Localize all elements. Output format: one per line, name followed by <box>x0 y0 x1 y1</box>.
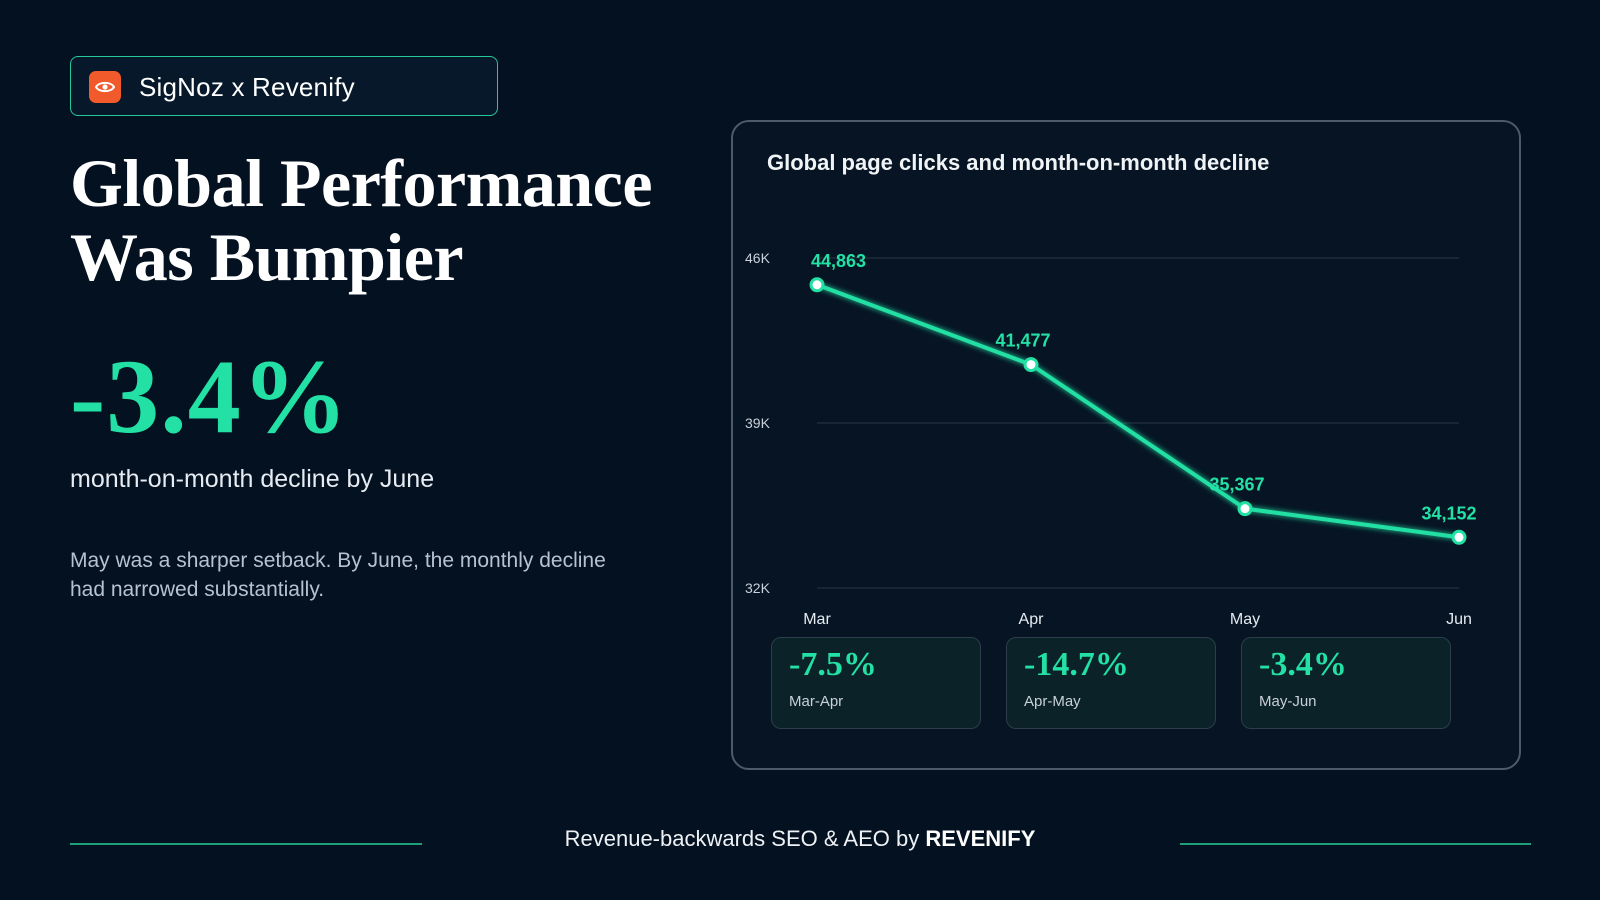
delta-card-mar-apr: -7.5% Mar-Apr <box>771 637 981 729</box>
y-tick-label: 39K <box>745 415 771 431</box>
headline-stat-value: -3.4% <box>70 338 349 455</box>
eye-icon <box>89 71 121 103</box>
line-chart: 46K 39K 32K Mar Apr May Jun 44,863 41,477 35,367… <box>745 250 1477 628</box>
brand-pill: SigNoz x Revenify <box>70 56 498 116</box>
data-point <box>809 277 825 293</box>
y-tick-label: 46K <box>745 250 771 266</box>
delta-label: Mar-Apr <box>789 693 844 710</box>
chart-grid: 46K 39K 32K <box>745 250 1459 596</box>
page-title: Global Performance Was Bumpier <box>70 146 690 294</box>
brand-label: SigNoz x Revenify <box>139 72 355 102</box>
headline-line-1: Global Performance <box>70 145 653 221</box>
chart-series <box>809 277 1467 545</box>
data-label: 34,152 <box>1421 503 1476 523</box>
data-point <box>1237 501 1253 517</box>
data-point <box>1023 357 1039 373</box>
footer-tagline: Revenue-backwards SEO & AEO by <box>564 826 920 851</box>
delta-value: -7.5% <box>789 646 877 683</box>
series-line <box>815 282 1461 540</box>
footer-divider-right <box>1180 843 1531 845</box>
chart-card: Global page clicks and month-on-month de… <box>731 120 1521 770</box>
footer-divider-left <box>70 843 422 845</box>
data-label: 44,863 <box>811 251 866 271</box>
delta-label: Apr-May <box>1024 693 1081 710</box>
x-tick-label: Apr <box>1019 611 1045 628</box>
footer-brand: REVENIFY <box>925 826 1036 851</box>
headline-stat-caption: month-on-month decline by June <box>70 465 435 493</box>
delta-label: May-Jun <box>1259 693 1317 710</box>
data-point <box>1451 529 1467 545</box>
data-label: 41,477 <box>995 331 1050 351</box>
headline-line-2: Was Bumpier <box>70 219 464 295</box>
x-tick-label: Jun <box>1446 611 1472 628</box>
delta-card-may-jun: -3.4% May-Jun <box>1241 637 1451 729</box>
footer: Revenue-backwards SEO & AEO by REVENIFY <box>0 826 1600 852</box>
x-tick-label: Mar <box>803 611 831 628</box>
data-label: 35,367 <box>1209 475 1264 495</box>
x-tick-label: May <box>1230 611 1260 628</box>
chart-labels: Mar Apr May Jun 44,863 41,477 35,367 34,152 <box>803 251 1476 628</box>
delta-card-apr-may: -14.7% Apr-May <box>1006 637 1216 729</box>
body-paragraph: May was a sharper setback. By June, the … <box>70 549 606 601</box>
chart-title: Global page clicks and month-on-month de… <box>767 150 1270 175</box>
y-tick-label: 32K <box>745 580 771 596</box>
delta-value: -14.7% <box>1024 646 1129 683</box>
delta-value: -3.4% <box>1259 646 1347 683</box>
